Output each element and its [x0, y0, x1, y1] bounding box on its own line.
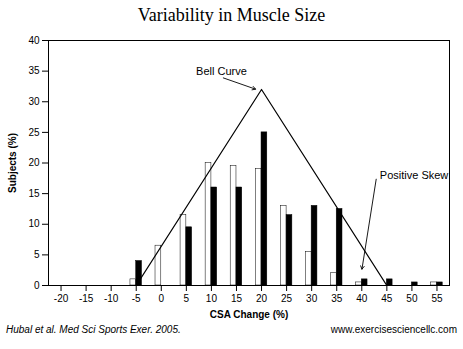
svg-text:15: 15 — [231, 293, 243, 304]
svg-text:30: 30 — [28, 96, 40, 107]
html-text:www.exercisesciencellc.com: www.exercisesciencellc.com — [330, 324, 457, 335]
svg-text:5: 5 — [34, 249, 40, 260]
svg-text:-15: -15 — [79, 293, 94, 304]
svg-text:40: 40 — [356, 293, 368, 304]
svg-text:CSA Change (%): CSA Change (%) — [210, 309, 289, 320]
svg-text:10: 10 — [28, 218, 40, 229]
svg-text:-10: -10 — [104, 293, 119, 304]
svg-text:30: 30 — [306, 293, 318, 304]
svg-text:Bell Curve: Bell Curve — [196, 65, 247, 77]
svg-text:20: 20 — [256, 293, 268, 304]
svg-text:50: 50 — [406, 293, 418, 304]
svg-text:Positive Skew: Positive Skew — [380, 169, 449, 181]
svg-text:55: 55 — [431, 293, 443, 304]
svg-text:40: 40 — [28, 35, 40, 46]
svg-text:-20: -20 — [54, 293, 69, 304]
svg-text:35: 35 — [28, 65, 40, 76]
svg-text:20: 20 — [28, 157, 40, 168]
svg-text:25: 25 — [281, 293, 293, 304]
svg-text:25: 25 — [28, 127, 40, 138]
svg-text:35: 35 — [331, 293, 343, 304]
svg-text:5: 5 — [184, 293, 190, 304]
svg-text:Subjects (%): Subjects (%) — [7, 133, 18, 193]
svg-text:10: 10 — [206, 293, 218, 304]
svg-text:15: 15 — [28, 188, 40, 199]
html-text:Hubal et al. Med Sci Sports Ex: Hubal et al. Med Sci Sports Exer. 2005. — [6, 324, 181, 335]
svg-text:45: 45 — [381, 293, 393, 304]
html-text:Variability in Muscle Size: Variability in Muscle Size — [137, 5, 326, 25]
svg-text:-5: -5 — [132, 293, 141, 304]
svg-text:0: 0 — [159, 293, 165, 304]
svg-text:0: 0 — [34, 280, 40, 291]
